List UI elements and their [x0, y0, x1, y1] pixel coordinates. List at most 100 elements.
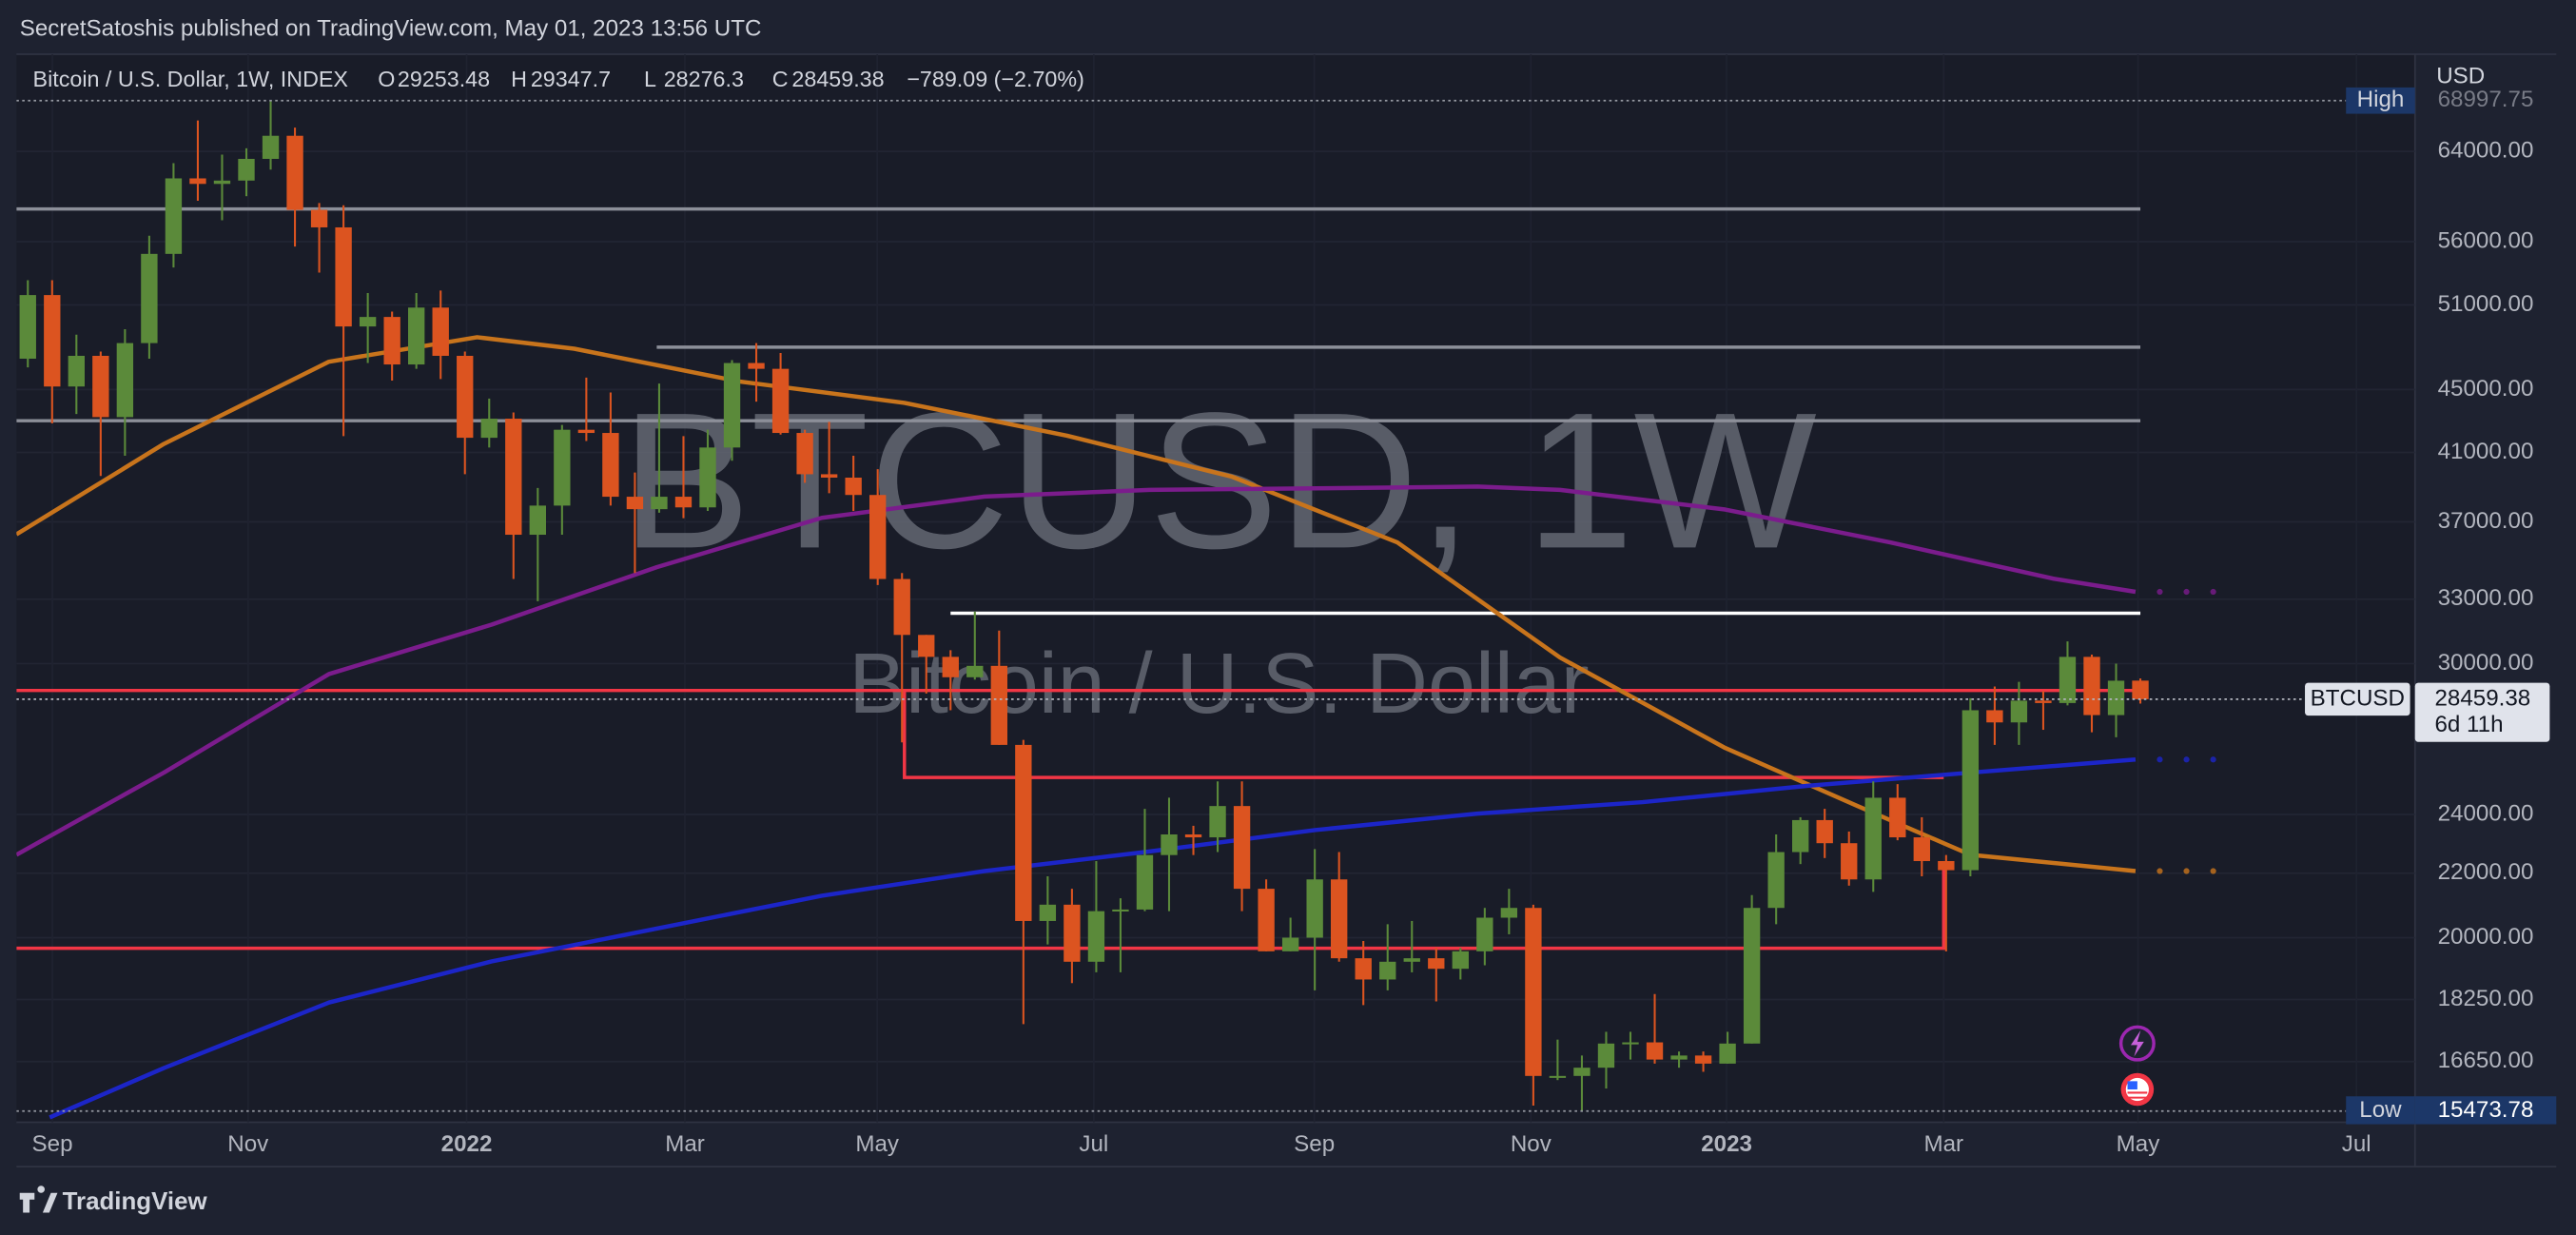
- candle-body: [480, 419, 498, 439]
- candle-body: [1015, 744, 1032, 921]
- ohlc-letter: O: [378, 67, 395, 91]
- y-tick-label: 64000.00: [2438, 138, 2534, 164]
- series-projection-dot: [2210, 868, 2216, 874]
- x-tick-label: Jul: [1079, 1131, 1108, 1157]
- x-tick-label: 2023: [1701, 1131, 1752, 1157]
- series-projection-dot: [2156, 588, 2163, 596]
- candle-body: [1184, 834, 1202, 838]
- candle-body: [674, 497, 693, 508]
- candle-body: [92, 355, 109, 418]
- candle-body: [1428, 958, 1445, 970]
- candle-body: [1452, 951, 1469, 970]
- candle-body: [1379, 961, 1396, 980]
- candle-body: [68, 355, 85, 387]
- y-tick-label: 33000.00: [2438, 585, 2534, 611]
- candle-body: [383, 317, 400, 365]
- tradingview-logo: [19, 1186, 58, 1213]
- candle-body: [2010, 700, 2028, 723]
- ohlc-value: 28459.38: [791, 67, 884, 91]
- candle-body: [1161, 834, 1178, 855]
- candle-body: [1694, 1055, 1712, 1064]
- event-icons: [2118, 1025, 2156, 1107]
- candle-body: [771, 368, 790, 434]
- ohlc-value: 29253.48: [398, 67, 490, 91]
- ohlc-letter: L: [644, 67, 656, 91]
- last-price-label: 28459.38: [2434, 685, 2530, 711]
- y-tick-label: 41000.00: [2438, 439, 2534, 464]
- candle-body: [238, 158, 255, 181]
- x-tick-label: 2022: [441, 1131, 493, 1157]
- x-tick-label: Nov: [227, 1131, 268, 1157]
- y-tick-label: 37000.00: [2438, 508, 2534, 534]
- candle-body: [1525, 908, 1542, 1076]
- ohlc-letter: H: [511, 67, 527, 91]
- candle-body: [1597, 1043, 1615, 1068]
- line-series: [16, 484, 2137, 857]
- low-price-label: 15473.78: [2438, 1097, 2534, 1123]
- series-projection-dot: [2183, 868, 2190, 874]
- x-tick-label: Sep: [1294, 1131, 1335, 1157]
- line-series: [49, 757, 2137, 1120]
- candle-body: [2132, 680, 2149, 699]
- y-tick-label: 20000.00: [2438, 924, 2534, 950]
- candle-body: [359, 317, 377, 327]
- low-tag-label: Low: [2359, 1097, 2402, 1123]
- candle-body: [1039, 904, 1057, 921]
- x-tick-label: May: [855, 1131, 900, 1157]
- candle-body: [335, 226, 352, 327]
- candle-body: [529, 505, 546, 536]
- symbol-tag: [2305, 682, 2410, 716]
- x-tick-label: Jul: [2342, 1131, 2371, 1157]
- candle-body: [554, 429, 571, 506]
- y-tick-label: 56000.00: [2438, 227, 2534, 253]
- header-legend: Bitcoin / U.S. Dollar, 1W, INDEX O 29253.…: [33, 67, 1084, 91]
- axis-layer: USD 64000.00 56000.00 51000.00 45000.00 4100…: [32, 64, 2557, 1157]
- candle-body: [1281, 937, 1299, 951]
- candle-body: [1258, 889, 1275, 951]
- candle-body: [577, 429, 595, 434]
- series-projection-dot: [2156, 868, 2163, 874]
- x-tick-label: May: [2117, 1131, 2161, 1157]
- drawing-line: [903, 690, 1944, 779]
- candle-body: [1719, 1043, 1736, 1064]
- footer: TradingView: [19, 1186, 208, 1215]
- candle-body: [893, 578, 910, 636]
- series-projection-dot: [2210, 756, 2216, 763]
- candle-body: [1306, 879, 1323, 938]
- candle-body: [1064, 904, 1081, 962]
- candle-body: [942, 657, 959, 677]
- candle-body: [1476, 917, 1493, 951]
- candle-body: [286, 135, 303, 210]
- candle-body: [796, 433, 813, 475]
- candle-body: [1913, 837, 1930, 861]
- candle-body: [1622, 1042, 1639, 1045]
- symbol-title: Bitcoin / U.S. Dollar, 1W, INDEX: [33, 67, 349, 91]
- drawing-line: [16, 863, 1946, 951]
- candle-body: [141, 253, 158, 343]
- x-tick-label: Nov: [1511, 1131, 1551, 1157]
- y-tick-label: 24000.00: [2438, 800, 2534, 826]
- candle-body: [626, 497, 644, 510]
- footer-brand: TradingView: [63, 1188, 208, 1215]
- candle-body: [1986, 710, 2003, 723]
- candle-body: [2107, 680, 2125, 716]
- candle-body: [845, 478, 862, 496]
- candle-body: [457, 355, 474, 439]
- x-tick-label: Mar: [665, 1131, 705, 1157]
- candle-body: [990, 665, 1007, 745]
- candle-body: [1646, 1042, 1664, 1060]
- candle-body: [1136, 854, 1154, 910]
- ohlc-letter: C: [772, 67, 789, 91]
- candle-body: [116, 343, 134, 418]
- candle-body: [2035, 700, 2052, 703]
- ohlc-value: 29347.7: [531, 67, 611, 91]
- candle-body: [869, 495, 887, 579]
- series-projection-dot: [2210, 588, 2216, 596]
- change-label: −789.09 (−2.70%): [907, 67, 1084, 91]
- candle-body: [1087, 911, 1105, 962]
- candle-body: [1864, 797, 1882, 880]
- candle-body: [262, 135, 280, 159]
- candle-body: [1841, 843, 1858, 880]
- candle-body: [505, 419, 522, 536]
